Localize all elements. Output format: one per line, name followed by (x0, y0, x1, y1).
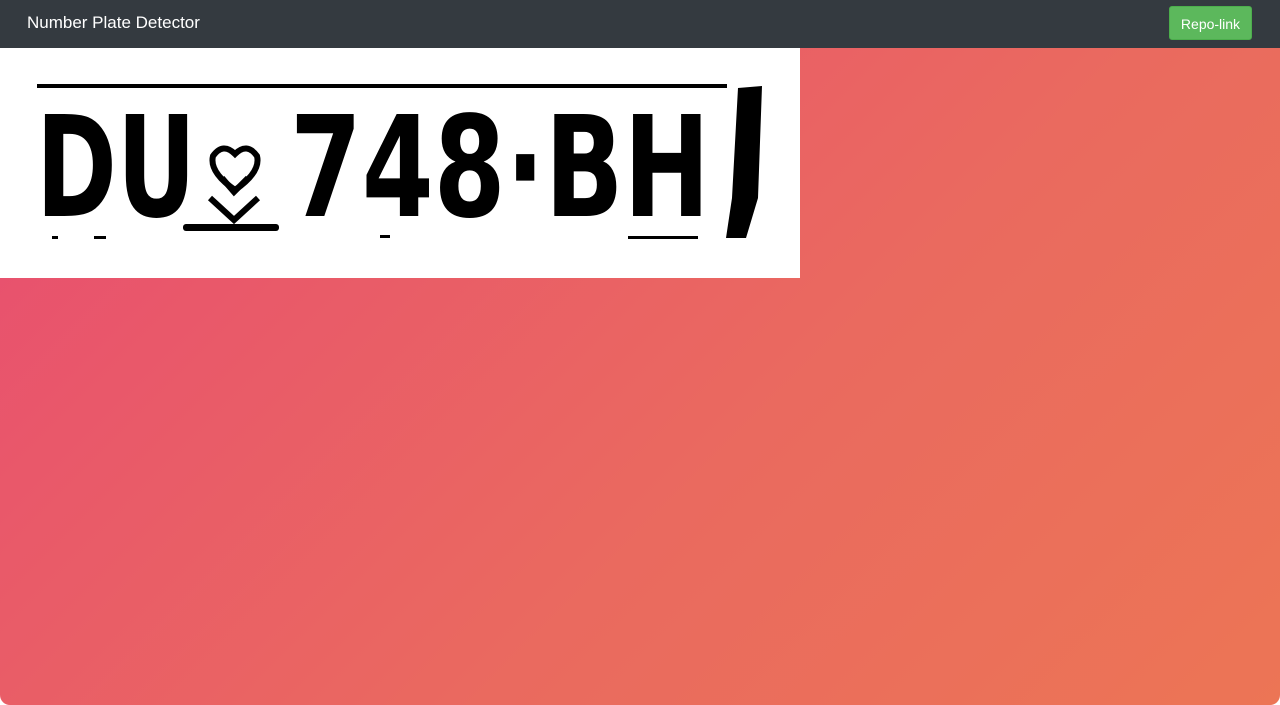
brand-title[interactable]: Number Plate Detector (27, 13, 200, 32)
navbar: Number Plate Detector Repo-link (0, 0, 1280, 48)
plate-speck (380, 235, 390, 238)
repo-link-button[interactable]: Repo-link (1169, 6, 1252, 40)
plate-underline (183, 224, 279, 231)
plate-speck (628, 236, 698, 239)
detected-plate-image: DU 748·BH (36, 84, 762, 250)
plate-top-border (37, 84, 727, 88)
plate-text-suffix: 748·BH (290, 87, 710, 250)
plate-edge-bar (726, 86, 762, 238)
detected-plate-panel: DU 748·BH (0, 48, 800, 278)
plate-text-prefix: DU (36, 87, 196, 250)
plate-speck (94, 236, 106, 239)
plate-speck (52, 236, 58, 239)
emblem-icon (207, 145, 261, 225)
